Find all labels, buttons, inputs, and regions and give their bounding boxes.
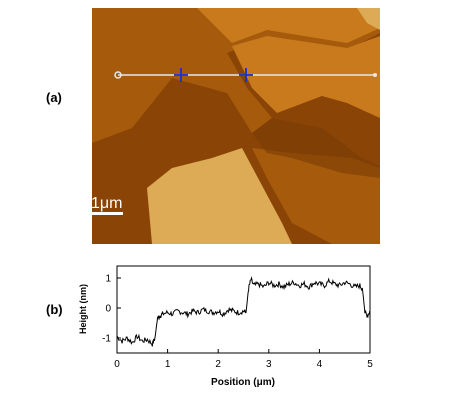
flake-layer-3-top [357, 8, 380, 30]
x-tick-label: 0 [114, 359, 120, 370]
shadow-band [252, 118, 380, 178]
profile-line-start [114, 71, 122, 79]
cursor-marker-1 [174, 68, 188, 82]
panel-b-label: (b) [46, 302, 63, 317]
x-tick-label: 5 [367, 359, 373, 370]
y-tick-label: 0 [105, 304, 111, 315]
x-tick-label: 3 [266, 359, 272, 370]
flake-layer-2-mid [232, 36, 380, 118]
y-axis-label: Height (nm) [78, 284, 88, 334]
flake-layer-3-bottom [147, 148, 292, 244]
y-tick-label: -1 [102, 334, 111, 345]
x-tick-label: 4 [317, 359, 323, 370]
profile-line-end [373, 73, 377, 77]
x-tick-label: 1 [165, 359, 171, 370]
series-line [116, 276, 371, 347]
y-tick-label: 1 [105, 274, 111, 285]
scale-bar-label: 1μm [91, 195, 123, 212]
plot-frame [116, 265, 371, 354]
x-axis-label: Position (μm) [211, 377, 275, 388]
flake-layer-2-top [197, 8, 380, 43]
afm-topography-image [92, 8, 380, 244]
x-tick-label: 2 [215, 359, 221, 370]
scale-bar [91, 212, 123, 215]
cursor-marker-2 [239, 68, 253, 82]
panel-a-label: (a) [46, 90, 62, 105]
